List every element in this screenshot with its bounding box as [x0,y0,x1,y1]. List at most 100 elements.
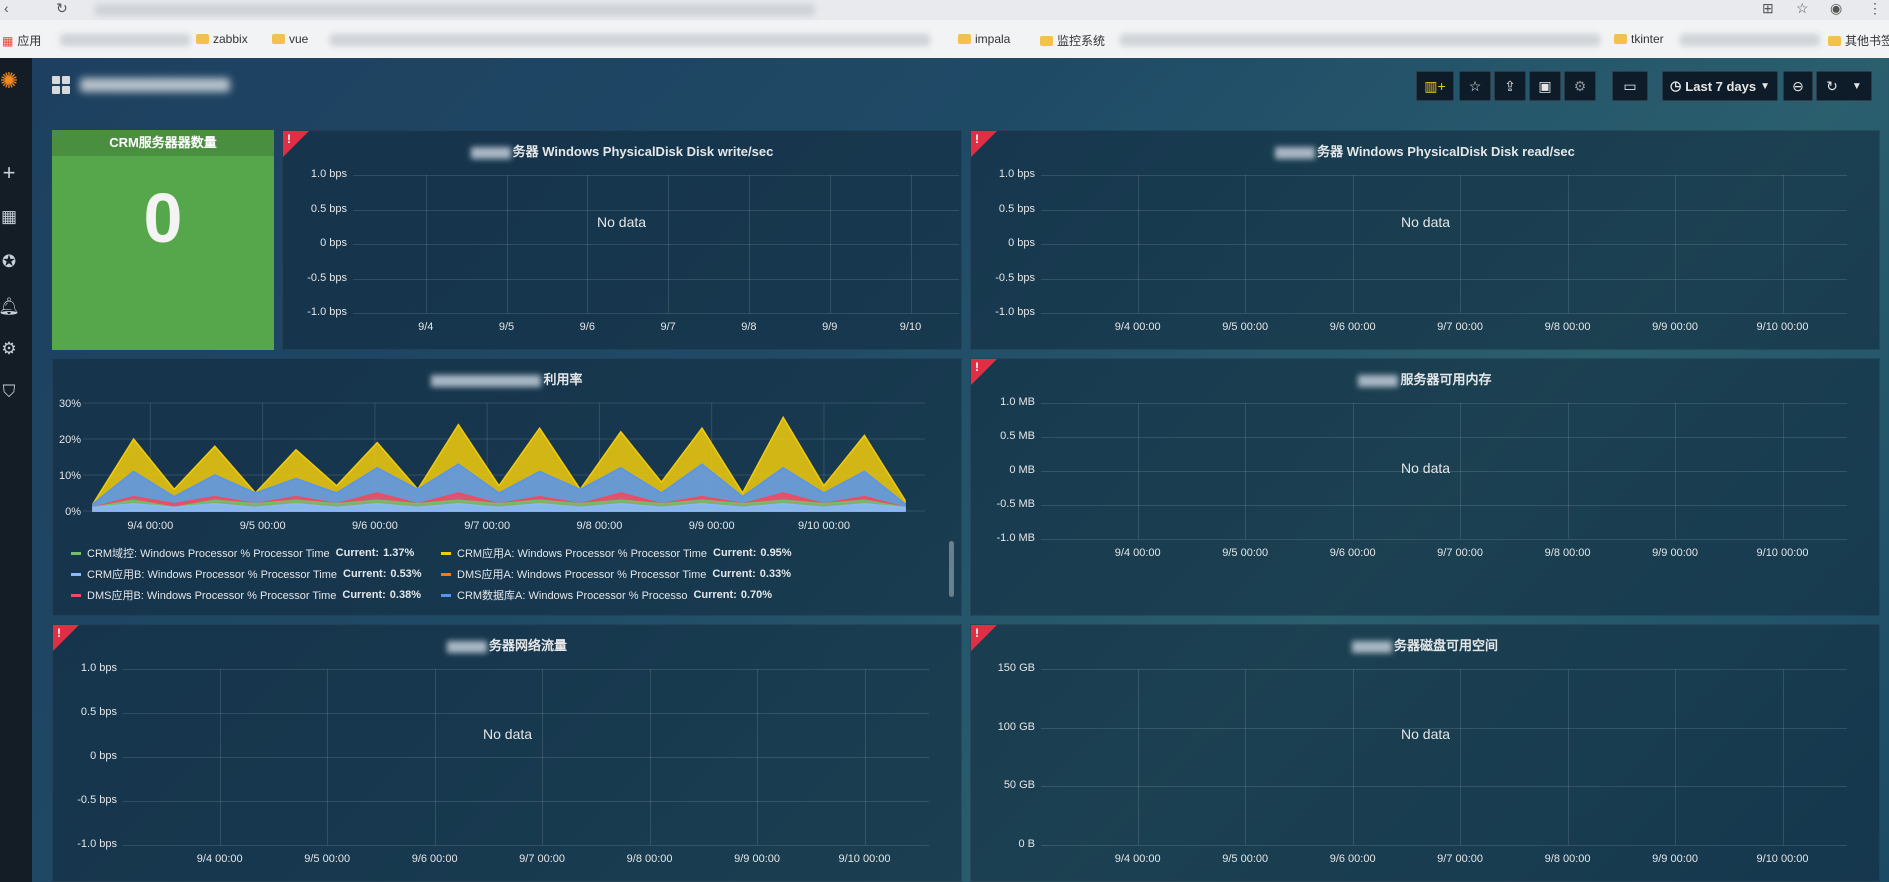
grid-line [1567,669,1569,845]
tv-mode-button[interactable]: ▭ [1612,71,1648,101]
zoom-out-button[interactable]: ⊖ [1783,71,1813,101]
y-tick-label: 0 MB [1009,464,1035,476]
grid-line [1782,175,1784,313]
stat-panel[interactable]: CRM服务器器数量 0 [52,130,274,350]
grafana-logo-icon[interactable]: ✺ [0,68,19,93]
panel-title: 务器 Windows PhysicalDisk Disk read/sec [971,141,1879,160]
alert-corner[interactable]: ! [971,131,997,157]
dashboard-title[interactable] [52,76,230,94]
back-icon[interactable]: ‹ [4,0,9,16]
y-tick-label: 0 bps [320,237,347,249]
x-tick-label: 9/10 00:00 [798,520,850,532]
legend-current-label: Current: [342,589,386,601]
legend-item[interactable]: CRM数据库A: Windows Processor % Processo Cur… [441,587,772,603]
grid-line [123,845,929,846]
bookmark-blurred[interactable] [330,34,930,46]
reload-icon[interactable]: ↻ [56,0,68,16]
alert-corner[interactable]: ! [971,359,997,385]
x-tick-label: 9/9 00:00 [1652,321,1698,333]
bookmark-blurred[interactable] [1120,34,1600,46]
save-button[interactable]: ▣ [1529,71,1561,101]
alert-corner[interactable]: ! [971,625,997,651]
x-tick-label: 9/7 00:00 [464,520,510,532]
series-area[interactable] [92,503,906,512]
browser-toolbar: ‹ ↻ ⊞ ☆ ◉ ⋮ [0,0,1889,20]
address-bar[interactable] [95,4,815,16]
alert-icon: ! [57,626,61,640]
x-tick-label: 9/6 [579,321,595,333]
x-tick-label: 9/4 00:00 [1114,547,1161,559]
bookmark-blurred[interactable] [60,34,190,46]
translate-icon[interactable]: ⊞ [1762,0,1774,16]
bookmark-other[interactable]: 其他书签 [1828,32,1889,49]
bookmark-apps[interactable]: ▦ 应用 [2,33,42,49]
profile-icon[interactable]: ◉ [1830,0,1843,16]
y-tick-label: 0% [65,506,81,518]
menu-icon[interactable]: ⋮ [1868,0,1882,16]
plus-icon[interactable]: + [2,160,16,185]
time-picker[interactable]: ◷ Last 7 days ▼ [1662,71,1778,101]
grid-line [506,175,508,313]
bookmark-monitor[interactable]: 监控系统 [1040,32,1105,49]
gear-icon[interactable]: ⚙ [1,339,17,358]
x-tick-label: 9/5 00:00 [1222,321,1269,333]
panel-title: 务器 Windows PhysicalDisk Disk write/sec [283,141,961,160]
save-icon: ▣ [1538,77,1552,94]
grid-line [668,175,670,313]
y-tick-label: 50 GB [1003,779,1035,792]
legend-label: DMS应用B: Windows Processor % Processor Ti… [87,590,337,602]
dashboards-icon[interactable]: ▦ [0,207,18,226]
bookmark-vue[interactable]: vue [272,32,308,46]
grid-line [1041,403,1847,404]
legend-item[interactable]: CRM应用B: Windows Processor % Processor Ti… [71,566,422,582]
explore-icon[interactable]: ✪ [1,252,17,271]
share-button[interactable]: ⇪ [1494,71,1526,101]
bookmark-blurred[interactable] [1680,34,1820,46]
y-tick-label: -0.5 bps [995,271,1035,284]
legend-current-label: Current: [343,568,387,580]
grid-line [1245,669,1247,845]
legend-item[interactable]: CRM应用A: Windows Processor % Processor Ti… [441,545,792,561]
add-panel-button[interactable]: ▥+ [1416,71,1454,101]
alert-corner[interactable]: ! [53,625,79,651]
disk-write-panel[interactable]: ! 务器 Windows PhysicalDisk Disk write/sec… [282,130,962,350]
star-dashboard-button[interactable]: ☆ [1459,71,1491,101]
bookmark-tkinter[interactable]: tkinter [1614,32,1664,46]
grid-line [1041,727,1847,729]
legend-item[interactable]: DMS应用B: Windows Processor % Processor Ti… [71,587,421,603]
legend-item[interactable]: DMS应用A: Windows Processor % Processor Ti… [441,566,791,582]
x-tick-label: 9/4 00:00 [1114,321,1161,333]
grid-line [757,669,759,845]
grid-line [1675,175,1677,313]
grid-line [1041,437,1847,438]
star-icon[interactable]: ☆ [1796,0,1809,16]
y-tick-label: -1.0 bps [307,306,347,318]
alert-corner[interactable]: ! [283,131,309,157]
legend-label: CRM应用B: Windows Processor % Processor Ti… [87,569,337,581]
shield-icon[interactable]: ⛉ [2,382,16,401]
disk-read-panel[interactable]: ! 务器 Windows PhysicalDisk Disk read/sec … [970,130,1880,350]
bell-icon[interactable]: 🔔︎ [0,297,20,316]
cpu-usage-panel[interactable]: 利用率 30% 20% 10% 0% 9/4 00:00 9/5 00:00 9/6 00:… [52,358,962,616]
grid-line [1567,403,1569,539]
x-tick-label: 9/10 00:00 [1756,853,1809,865]
bookmark-zabbix[interactable]: zabbix [196,32,248,46]
network-panel[interactable]: ! 务器网络流量 No data 1.0 bps 0.5 bps 0 bps -0.5… [52,624,962,882]
legend-swatch [71,551,81,555]
legend-current-value: 1.37% [383,547,415,559]
title-blurred [1351,640,1392,653]
grid-line [123,757,929,758]
legend-current-label: Current: [713,547,757,559]
title-blurred [1358,374,1399,387]
legend-current-value: 0.33% [759,568,791,580]
memory-panel[interactable]: ! 服务器可用内存 No data 1.0 MB 0.5 MB 0 MB -0.5 M… [970,358,1880,616]
bookmark-impala[interactable]: impala [958,32,1010,46]
settings-button[interactable]: ⚙ [1564,71,1596,101]
refresh-button[interactable]: ↻ ▼ [1816,71,1872,101]
y-tick-label: 0 B [1018,838,1035,850]
panel-title: 服务器可用内存 [971,369,1879,388]
legend-scrollbar[interactable] [949,541,954,597]
disk-space-panel[interactable]: ! 务器磁盘可用空间 No data 150 GB 100 GB 50 GB 0 B 9… [970,624,1880,882]
caret-down-icon: ▼ [1851,80,1862,92]
legend-item[interactable]: CRM域控: Windows Processor % Processor Tim… [71,545,414,561]
